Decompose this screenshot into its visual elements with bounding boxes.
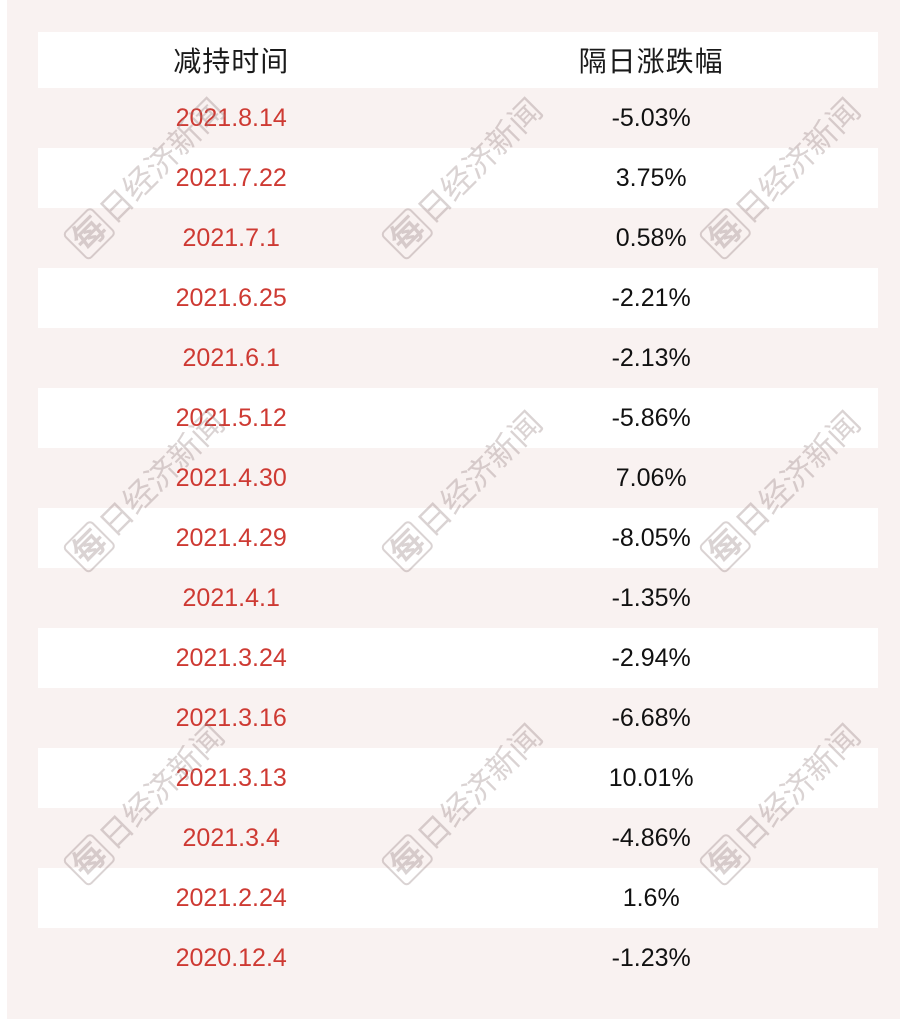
table-row: 2021.6.1 -2.13% — [38, 328, 878, 388]
table-row: 2021.4.1 -1.35% — [38, 568, 878, 628]
table-row: 2021.4.29 -8.05% — [38, 508, 878, 568]
reduction-date: 2021.3.4 — [182, 823, 280, 852]
reduction-date: 2021.8.14 — [175, 103, 287, 132]
next-day-change: 0.58% — [615, 223, 687, 252]
reduction-date: 2021.6.1 — [182, 343, 280, 372]
reduction-date: 2021.4.1 — [182, 583, 280, 612]
reduction-date: 2021.7.22 — [175, 163, 287, 192]
next-day-change: -5.03% — [611, 103, 691, 132]
nbd-watermark: 每日经济新闻 — [379, 1003, 577, 1019]
table-row: 2021.7.1 0.58% — [38, 208, 878, 268]
table-row: 2021.6.25 -2.21% — [38, 268, 878, 328]
next-day-change: 3.75% — [615, 163, 687, 192]
next-day-change: -5.86% — [611, 403, 691, 432]
next-day-change: 10.01% — [608, 763, 694, 792]
share-reduction-table: 减持时间 隔日涨跌幅 2021.8.14 -5.03% 2021.7.22 3.75%… — [38, 32, 878, 988]
table-row: 2021.4.30 7.06% — [38, 448, 878, 508]
reduction-date: 2021.2.24 — [175, 883, 287, 912]
table-row: 2021.3.24 -2.94% — [38, 628, 878, 688]
table-header-row: 减持时间 隔日涨跌幅 — [38, 32, 878, 88]
table-row: 2021.3.13 10.01% — [38, 748, 878, 808]
reduction-date: 2021.3.13 — [175, 763, 287, 792]
table-body: 2021.8.14 -5.03% 2021.7.22 3.75% 2021.7.1 0.5… — [38, 88, 878, 988]
next-day-change: 1.6% — [622, 883, 680, 912]
next-day-change: -4.86% — [611, 823, 691, 852]
next-day-change: -1.23% — [611, 943, 691, 972]
next-day-change: -2.21% — [611, 283, 691, 312]
table-row: 2021.2.24 1.6% — [38, 868, 878, 928]
table-row: 2021.5.12 -5.86% — [38, 388, 878, 448]
table-row: 2021.3.4 -4.86% — [38, 808, 878, 868]
table-row: 2021.3.16 -6.68% — [38, 688, 878, 748]
reduction-date: 2021.4.29 — [175, 523, 287, 552]
next-day-change: -8.05% — [611, 523, 691, 552]
next-day-change: -2.94% — [611, 643, 691, 672]
reduction-date: 2021.4.30 — [175, 463, 287, 492]
column-header-reduction-date: 减持时间 — [173, 46, 290, 77]
table-row: 2020.12.4 -1.23% — [38, 928, 878, 988]
next-day-change: -6.68% — [611, 703, 691, 732]
reduction-date: 2020.12.4 — [175, 943, 287, 972]
reduction-date: 2021.3.16 — [175, 703, 287, 732]
reduction-date: 2021.7.1 — [182, 223, 280, 252]
nbd-watermark: 每日经济新闻 — [61, 1003, 259, 1019]
nbd-watermark: 每日经济新闻 — [697, 1003, 895, 1019]
next-day-change: -2.13% — [611, 343, 691, 372]
table-row: 2021.8.14 -5.03% — [38, 88, 878, 148]
reduction-date: 2021.3.24 — [175, 643, 287, 672]
column-header-next-day-change: 隔日涨跌幅 — [578, 46, 724, 77]
next-day-change: -1.35% — [611, 583, 691, 612]
left-white-edge — [0, 0, 7, 1019]
reduction-date: 2021.5.12 — [175, 403, 287, 432]
next-day-change: 7.06% — [615, 463, 687, 492]
reduction-date: 2021.6.25 — [175, 283, 287, 312]
table-row: 2021.7.22 3.75% — [38, 148, 878, 208]
